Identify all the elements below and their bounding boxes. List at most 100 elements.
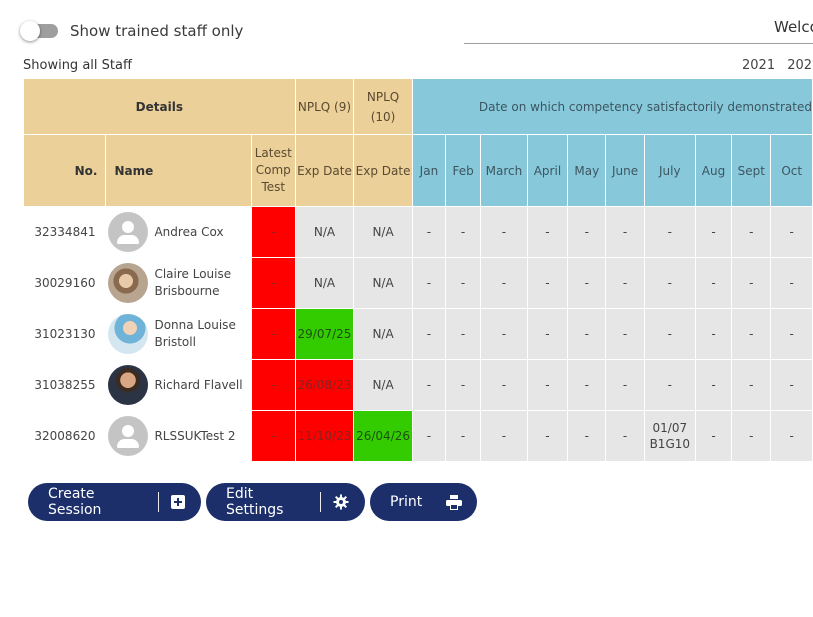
month-cell: - (731, 410, 772, 462)
month-cell: - (480, 308, 528, 360)
avatar (108, 365, 149, 405)
month-cell: - (605, 257, 645, 309)
month-cell: - (444, 206, 482, 258)
month-cell: - (605, 308, 645, 360)
month-cell: - (444, 257, 482, 309)
month-cell: - (643, 257, 696, 309)
month-cell: - (480, 206, 528, 258)
month-cell: - (694, 410, 733, 462)
col-exp-date-9: Exp Date (294, 134, 355, 207)
month-cell: - (480, 410, 528, 462)
table-row[interactable]: 31023130 Donna Louise Bristoll -29/07/25 N/… (22, 308, 813, 360)
user-placeholder-icon (108, 212, 149, 252)
staff-name-cell[interactable]: Donna Louise Bristoll (105, 308, 252, 360)
month-cell: - (694, 359, 733, 411)
year-2021[interactable]: 2021 (742, 58, 776, 73)
group-details: Details (23, 78, 296, 135)
month-cell: - (411, 359, 446, 411)
month-cell: - (694, 308, 733, 360)
nplq10-exp-date: 26/04/26 (353, 410, 413, 462)
month-cell: - (643, 308, 696, 360)
month-cell: - (770, 257, 813, 309)
print-label: Print (390, 494, 423, 510)
month-cell: - (444, 410, 482, 462)
month-cell: - (731, 206, 772, 258)
month-cell: - (694, 257, 733, 309)
latest-comp-test: - (250, 410, 296, 462)
month-cell: - (526, 257, 569, 309)
col-month: Jan (411, 134, 446, 207)
month-cell: - (526, 206, 569, 258)
month-cell: - (605, 206, 645, 258)
latest-comp-test: - (250, 206, 296, 258)
avatar (108, 263, 149, 303)
col-month: March (480, 134, 528, 207)
toggle-switch[interactable] (20, 21, 58, 41)
month-cell: - (480, 359, 528, 411)
edit-settings-button[interactable]: Edit Settings (206, 483, 365, 521)
year-2022[interactable]: 2022 (787, 58, 813, 73)
table-row[interactable]: 30029160 Claire Louise Brisbourne - N/A N/A -… (22, 257, 813, 309)
create-session-button[interactable]: Create Session (28, 483, 201, 521)
welcome-text: Welcome (774, 18, 813, 36)
col-exp-date-10: Exp Date (353, 134, 413, 207)
month-cell: - (770, 359, 813, 411)
staff-name-cell[interactable]: RLSSUKTest 2 (105, 410, 252, 462)
col-month: Oct (770, 134, 813, 207)
latest-comp-test: - (250, 308, 296, 360)
month-cell: - (411, 308, 446, 360)
staff-name-cell[interactable]: Richard Flavell (105, 359, 252, 411)
staff-number: 32334841 (22, 206, 107, 258)
staff-name: Andrea Cox (154, 224, 224, 239)
month-cell: - (770, 410, 813, 462)
month-cell: - (770, 206, 813, 258)
printer-icon (446, 494, 463, 510)
group-nplq9: NPLQ (9) (294, 78, 355, 135)
nplq10-exp-date: N/A (353, 206, 413, 258)
nplq9-exp-date: N/A (294, 206, 355, 258)
col-month: July (643, 134, 696, 207)
avatar (108, 314, 149, 354)
month-cell: - (444, 359, 482, 411)
trained-staff-toggle[interactable]: Show trained staff only (20, 21, 244, 41)
month-cell: - (731, 257, 772, 309)
staff-number: 31023130 (22, 308, 107, 360)
month-cell: - (567, 359, 607, 411)
staff-name: Richard Flavell (154, 377, 243, 392)
nplq10-exp-date: N/A (353, 308, 413, 360)
toggle-label: Show trained staff only (70, 22, 244, 40)
button-divider (320, 492, 321, 512)
month-cell: - (480, 257, 528, 309)
nplq10-exp-date: N/A (353, 359, 413, 411)
table-row[interactable]: 32008620 RLSSUKTest 2-11/10/23 26/04/26- - -… (22, 410, 813, 462)
staff-number: 32008620 (22, 410, 107, 462)
staff-name-cell[interactable]: Andrea Cox (105, 206, 252, 258)
month-cell: - (444, 308, 482, 360)
month-cell: - (567, 206, 607, 258)
month-cell: - (567, 257, 607, 309)
gear-icon (333, 494, 349, 510)
month-cell: - (411, 410, 446, 462)
month-cell: - (643, 359, 696, 411)
plus-square-icon (171, 495, 185, 509)
latest-comp-test: - (250, 359, 296, 411)
staff-number: 31038255 (22, 359, 107, 411)
month-cell: - (526, 308, 569, 360)
latest-comp-test: - (250, 257, 296, 309)
staff-name-cell[interactable]: Claire Louise Brisbourne (105, 257, 252, 309)
nplq9-exp-date: 26/08/23 (294, 359, 355, 411)
col-name: Name (105, 134, 252, 207)
nplq9-exp-date: N/A (294, 257, 355, 309)
create-session-label: Create Session (48, 486, 102, 518)
month-cell: 01/07 B1G10 (643, 410, 696, 462)
print-button[interactable]: Print (370, 483, 477, 521)
month-cell: - (694, 206, 733, 258)
month-cell: - (605, 410, 645, 462)
month-cell: - (411, 257, 446, 309)
staff-name: RLSSUKTest 2 (154, 428, 236, 443)
table-row[interactable]: 32334841 Andrea Cox - N/A N/A - - - - - - - - - - (22, 206, 813, 258)
col-no: No. (22, 134, 107, 207)
table-row[interactable]: 31038255 Richard Flavell -26/08/23 N/A - - - - -… (22, 359, 813, 411)
month-cell: - (567, 308, 607, 360)
staff-name: Claire Louise Brisbourne (154, 267, 232, 298)
